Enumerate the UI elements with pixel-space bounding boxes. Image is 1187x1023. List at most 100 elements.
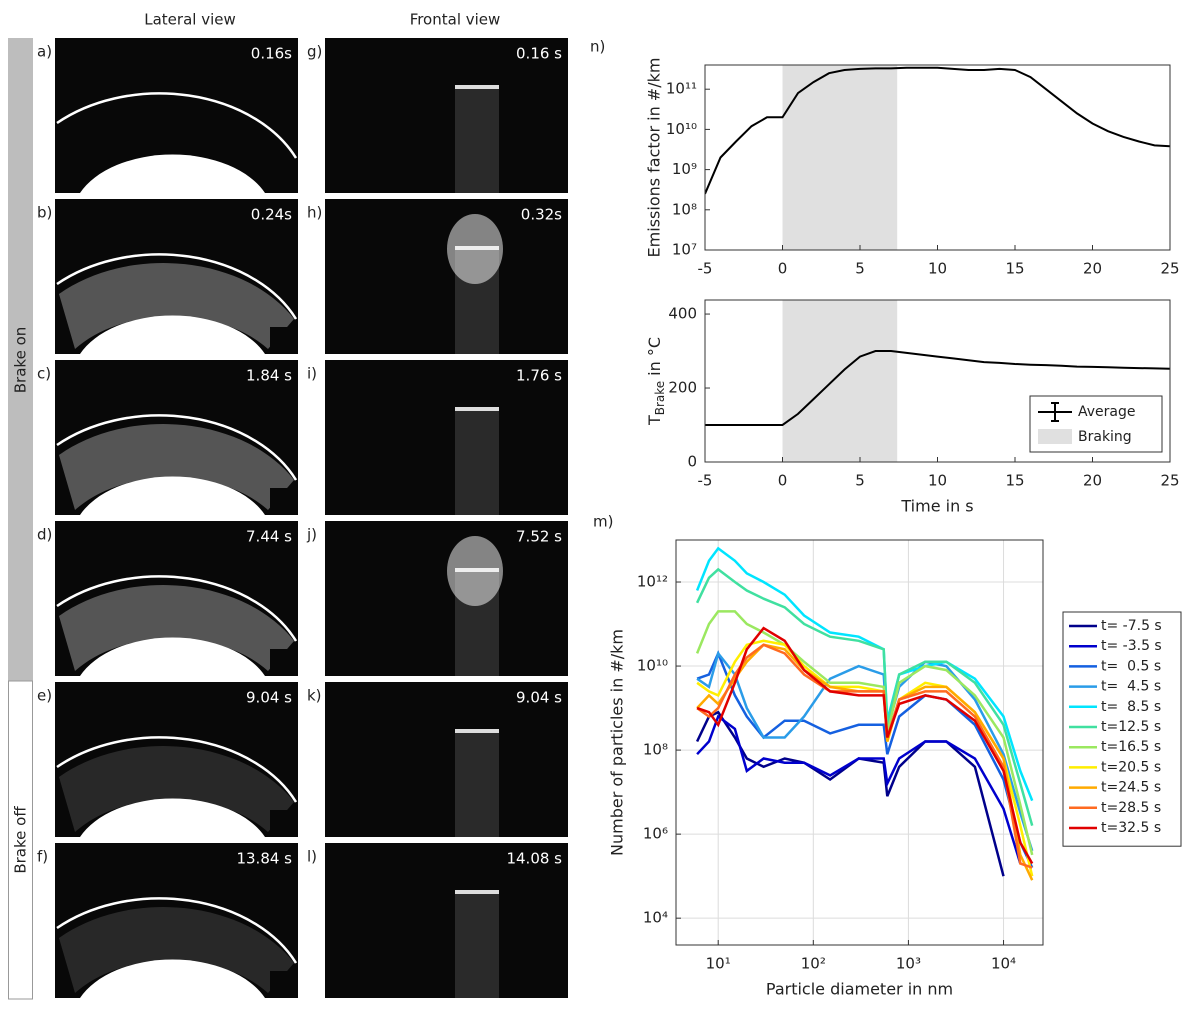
braking-band — [782, 300, 898, 462]
mount — [270, 649, 298, 676]
hub — [80, 154, 265, 193]
mount — [270, 971, 298, 998]
legend-errorbar — [1051, 402, 1059, 422]
y-tick-label: 10¹² — [637, 573, 668, 591]
y-label-sub: Brake — [653, 381, 667, 415]
series-line — [695, 546, 1034, 802]
x-tick-label: 5 — [855, 472, 865, 490]
wear-streaks — [59, 585, 294, 671]
x-tick-label: 0 — [778, 260, 788, 278]
panel-letter: l) — [307, 848, 317, 866]
x-axis-label: Time in s — [900, 497, 973, 516]
y-tick-label: 0 — [687, 453, 697, 471]
disc-edge — [56, 736, 298, 803]
disc-edge — [56, 92, 298, 159]
timestamp: 1.84 s — [246, 367, 292, 385]
axes-frame — [704, 64, 1171, 251]
axes-frame — [675, 539, 1044, 946]
timestamp: 0.16 s — [516, 45, 562, 63]
legend-label: t=12.5 s — [1101, 719, 1161, 735]
x-tick-label: 20 — [1083, 472, 1102, 490]
series-line — [696, 643, 1033, 869]
hub — [80, 315, 265, 354]
mount — [270, 810, 298, 837]
legend-label: t= 0.5 s — [1101, 658, 1161, 674]
x-tick-label: 25 — [1160, 260, 1179, 278]
y-tick-label: 10¹¹ — [666, 80, 697, 98]
timestamp: 14.08 s — [506, 850, 562, 868]
pad-edge — [455, 729, 499, 733]
timestamp: 7.52 s — [516, 528, 562, 546]
legend-label: t=24.5 s — [1101, 780, 1161, 796]
x-tick-label: 10³ — [896, 955, 921, 973]
brake-pad — [455, 732, 499, 837]
panel-letter: e) — [37, 687, 52, 705]
x-tick-label: 25 — [1160, 472, 1179, 490]
x-tick-label: 10⁴ — [991, 955, 1016, 973]
x-tick-label: -5 — [698, 260, 713, 278]
timestamp: 0.24s — [251, 206, 292, 224]
y-axis-label: Number of particles in #/km — [608, 629, 627, 856]
wear-streaks — [59, 424, 294, 510]
timestamp: 13.84 s — [236, 850, 292, 868]
panel-letter: h) — [307, 204, 322, 222]
timestamp: 7.44 s — [246, 528, 292, 546]
photo — [325, 843, 568, 998]
phase-label: Brake off — [12, 806, 30, 874]
panel-letter: d) — [37, 526, 52, 544]
y-tick-label: 200 — [668, 379, 697, 397]
y-tick-label: 10⁷ — [672, 241, 697, 259]
timestamp: 9.04 s — [246, 689, 292, 707]
pad-edge — [455, 85, 499, 89]
disc-edge — [56, 575, 298, 642]
y-tick-label: 10⁴ — [643, 909, 668, 927]
disc-edge — [56, 414, 298, 481]
y-tick-label: 10⁶ — [643, 825, 668, 843]
x-tick-label: 10 — [928, 472, 947, 490]
pad-edge — [455, 407, 499, 411]
mount — [270, 488, 298, 515]
panel-letter: b) — [37, 204, 52, 222]
series-line — [705, 350, 1170, 426]
x-axis-label: Particle diameter in nm — [766, 980, 953, 999]
panel-letter: i) — [307, 365, 317, 383]
series-line — [695, 610, 1034, 856]
legend: t= -7.5 s t= -3.5 s t= 0.5 s t= 4.5 s t= 8.5… — [1062, 611, 1182, 847]
legend-label: Average — [1078, 404, 1136, 420]
wear-streaks — [59, 907, 294, 993]
legend-label: t= 8.5 s — [1101, 699, 1161, 715]
brake-pad — [455, 893, 499, 998]
panel-letter: f) — [37, 848, 48, 866]
y-label-main: T — [645, 415, 664, 426]
photo — [325, 38, 568, 193]
legend: Average Braking — [1029, 395, 1163, 453]
hub — [80, 637, 265, 676]
hub — [80, 798, 265, 837]
mount — [270, 327, 298, 354]
series-line — [696, 714, 1022, 864]
legend-label: t= -3.5 s — [1101, 638, 1162, 654]
x-tick-label: 15 — [1005, 472, 1024, 490]
series-line — [696, 626, 1034, 865]
y-label-unit: in °C — [645, 337, 664, 376]
axes-frame — [704, 299, 1171, 463]
legend-label: t= 4.5 s — [1101, 679, 1161, 695]
x-tick-label: 5 — [855, 260, 865, 278]
panel-letter: k) — [307, 687, 322, 705]
hub — [80, 476, 265, 515]
x-tick-label: 10¹ — [706, 955, 731, 973]
y-tick-label: 400 — [668, 305, 697, 323]
phase-bar — [8, 680, 33, 1000]
x-tick-label: 0 — [778, 472, 788, 490]
series-line — [705, 66, 1170, 195]
phase-label: Brake on — [12, 327, 30, 393]
legend-label: Braking — [1078, 429, 1132, 445]
panel-letter: j) — [306, 526, 317, 544]
x-tick-label: 10² — [801, 955, 826, 973]
legend-label: t=16.5 s — [1101, 739, 1161, 755]
pad-edge — [455, 890, 499, 894]
y-axis-label: TBrake in °C — [645, 337, 667, 426]
y-tick-label: 10⁸ — [672, 200, 697, 218]
